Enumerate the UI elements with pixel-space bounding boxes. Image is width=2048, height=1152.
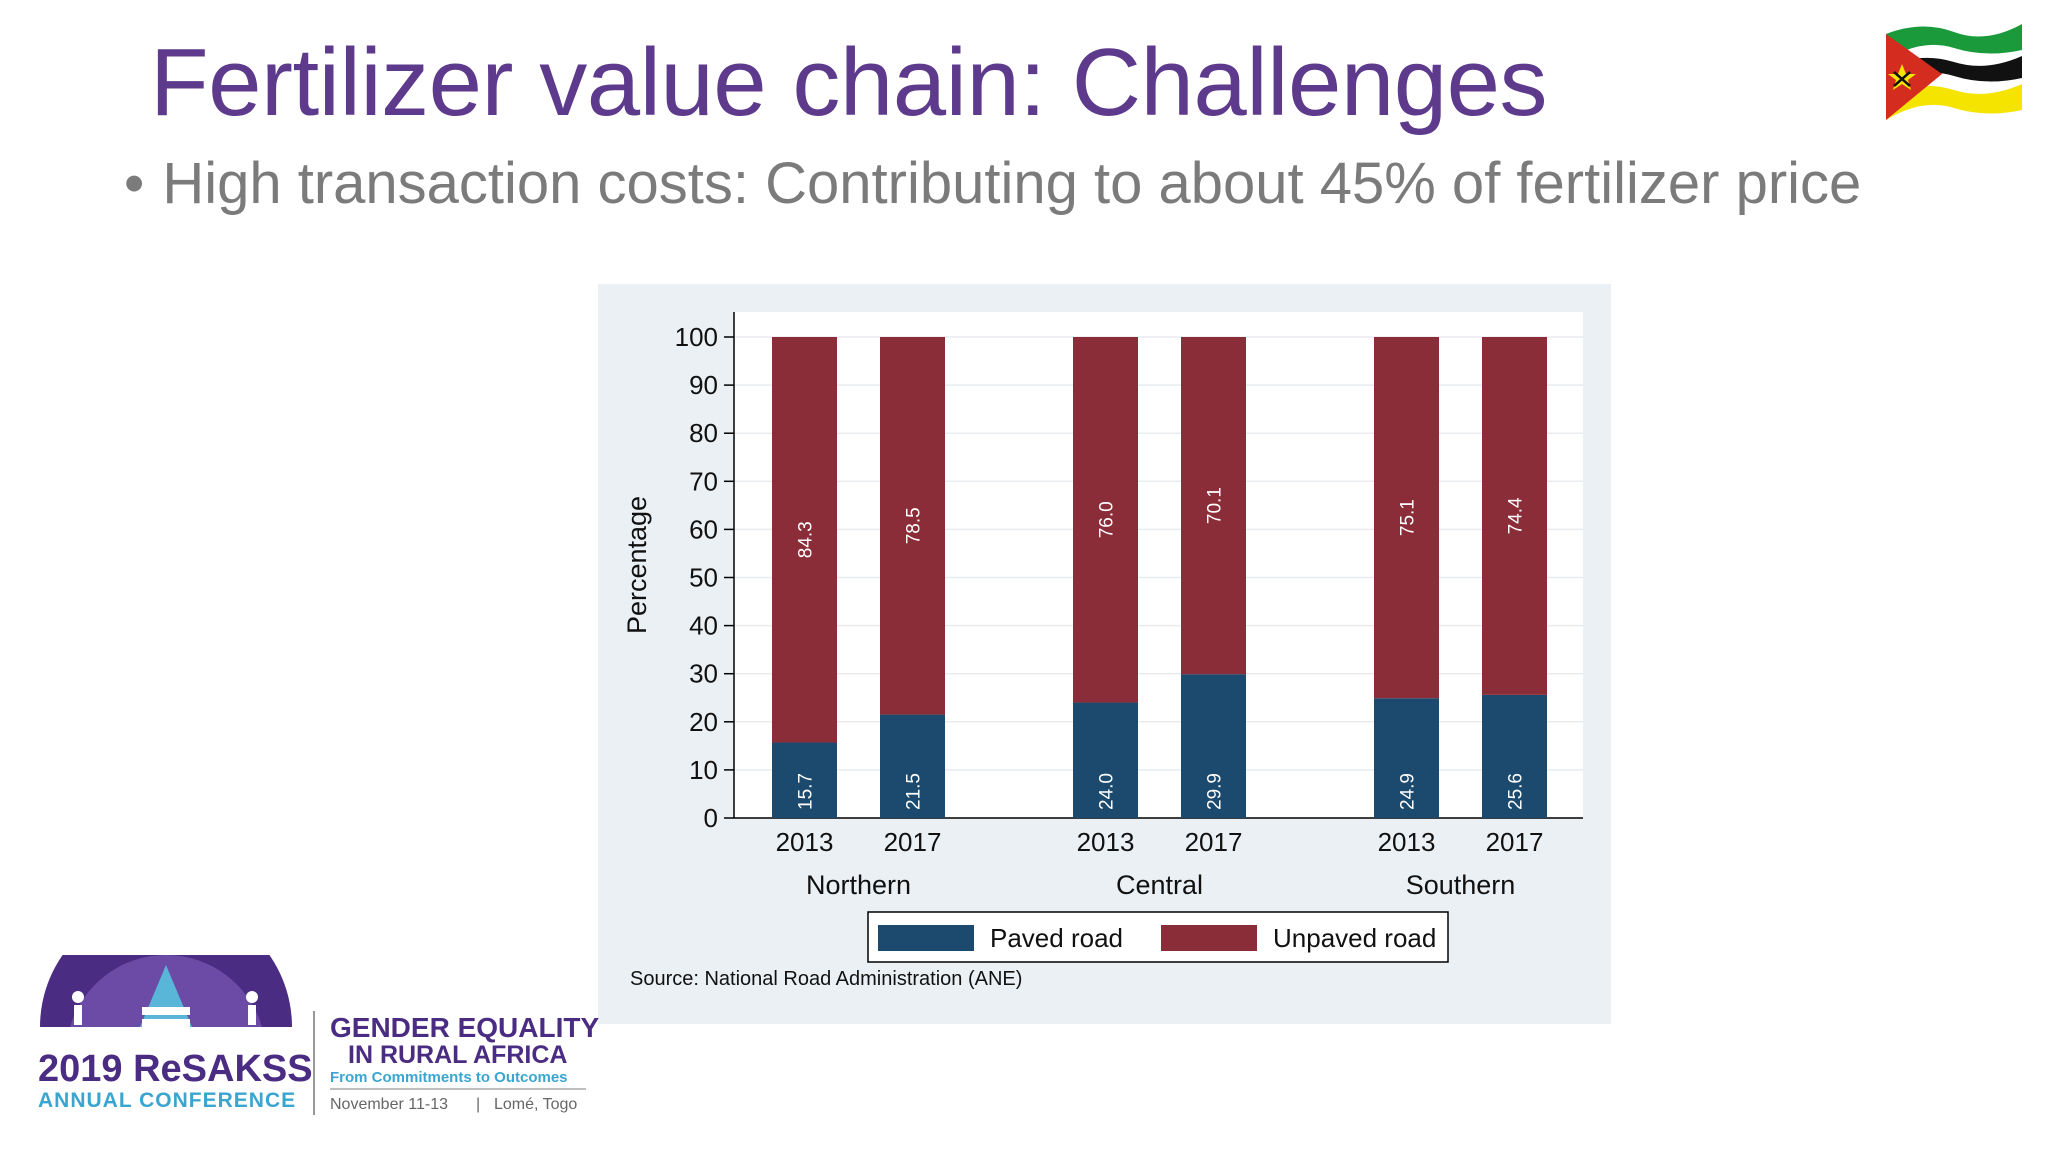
chart-source: Source: National Road Administration (AN… [630,968,1023,990]
y-tick-label: 100 [675,322,718,352]
logo-year-name: 2019 ReSAKSS [38,1048,313,1090]
bar-paved-road [880,714,945,818]
y-tick-label: 20 [689,707,718,737]
bar-unpaved-road [1482,337,1547,695]
logo-theme-line1: GENDER EQUALITY [330,1012,599,1043]
legend-label-unpaved: Unpaved road [1273,923,1436,953]
y-tick-label: 90 [689,370,718,400]
y-tick-label: 0 [704,803,718,833]
y-tick-label: 30 [689,659,718,689]
x-tick-label: 2017 [1486,827,1544,857]
logo-conference: ANNUAL CONFERENCE [38,1089,296,1112]
slide-title: Fertilizer value chain: Challenges [150,29,1548,136]
bar-value-label-unpaved: 70.1 [1205,487,1226,524]
group-label: Southern [1406,870,1516,900]
x-tick-label: 2013 [776,827,834,857]
y-tick-label: 80 [689,418,718,448]
y-tick-label: 40 [689,611,718,641]
logo-separator: | [476,1096,480,1113]
bullet-text: High transaction costs: Contributing to … [162,151,1862,216]
bar-unpaved-road [1181,337,1246,675]
bar-value-label-unpaved: 75.1 [1398,499,1419,536]
bar-value-label-paved: 24.9 [1398,773,1419,810]
logo-theme-line2: IN RURAL AFRICA [348,1041,567,1069]
bar-value-label-paved: 21.5 [904,773,925,810]
y-tick-label: 60 [689,514,718,544]
legend-swatch-unpaved [1161,925,1257,951]
bar-paved-road [772,742,837,818]
y-tick-label: 10 [689,755,718,785]
y-tick-label: 50 [689,563,718,593]
bar-paved-road [1374,698,1439,818]
legend-label-paved: Paved road [990,923,1123,953]
stacked-bar-chart: 0 10 20 30 40 50 60 70 80 90 100 Percentage 15.7 84.3… [622,312,1583,963]
bar-value-label-paved: 25.6 [1506,773,1527,810]
plot-area [734,312,1583,818]
bar-paved-road [1073,702,1138,818]
group-label: Northern [806,870,911,900]
bar-value-label-paved: 15.7 [796,773,817,810]
bullet-point: • High transaction costs: Contributing to… [124,150,1861,217]
bullet-marker: • [124,151,145,216]
bar-value-label-paved: 24.0 [1097,773,1118,810]
bar-value-label-unpaved: 78.5 [904,507,925,544]
bar-paved-road [1181,674,1246,818]
logo-dates: November 11-13 [330,1096,448,1113]
chart-panel: 0 10 20 30 40 50 60 70 80 90 100 Percentage 15.7 84.3… [598,284,1611,1024]
resakss-conference-logo: 2019 ReSAKSS ANNUAL CONFERENCE GENDER EQ… [38,955,599,1115]
x-tick-label: 2017 [884,827,942,857]
bar-value-label-unpaved: 84.3 [796,521,817,558]
bar-unpaved-road [1073,337,1138,703]
bar-unpaved-road [1374,337,1439,699]
bar-unpaved-road [772,337,837,743]
mozambique-flag-icon [1886,24,2022,120]
y-tick-label: 70 [689,466,718,496]
legend-swatch-paved [878,925,974,951]
bar-value-label-unpaved: 74.4 [1506,497,1527,534]
bar-value-label-paved: 29.9 [1205,773,1226,810]
bar-unpaved-road [880,337,945,715]
logo-subtitle: From Commitments to Outcomes [330,1069,568,1086]
logo-location: Lomé, Togo [494,1096,577,1113]
bar-paved-road [1482,694,1547,818]
x-tick-label: 2013 [1077,827,1135,857]
bar-value-label-unpaved: 76.0 [1097,501,1118,538]
x-tick-label: 2013 [1378,827,1436,857]
y-axis-label: Percentage [622,496,652,634]
group-label: Central [1116,870,1203,900]
x-tick-label: 2017 [1185,827,1243,857]
